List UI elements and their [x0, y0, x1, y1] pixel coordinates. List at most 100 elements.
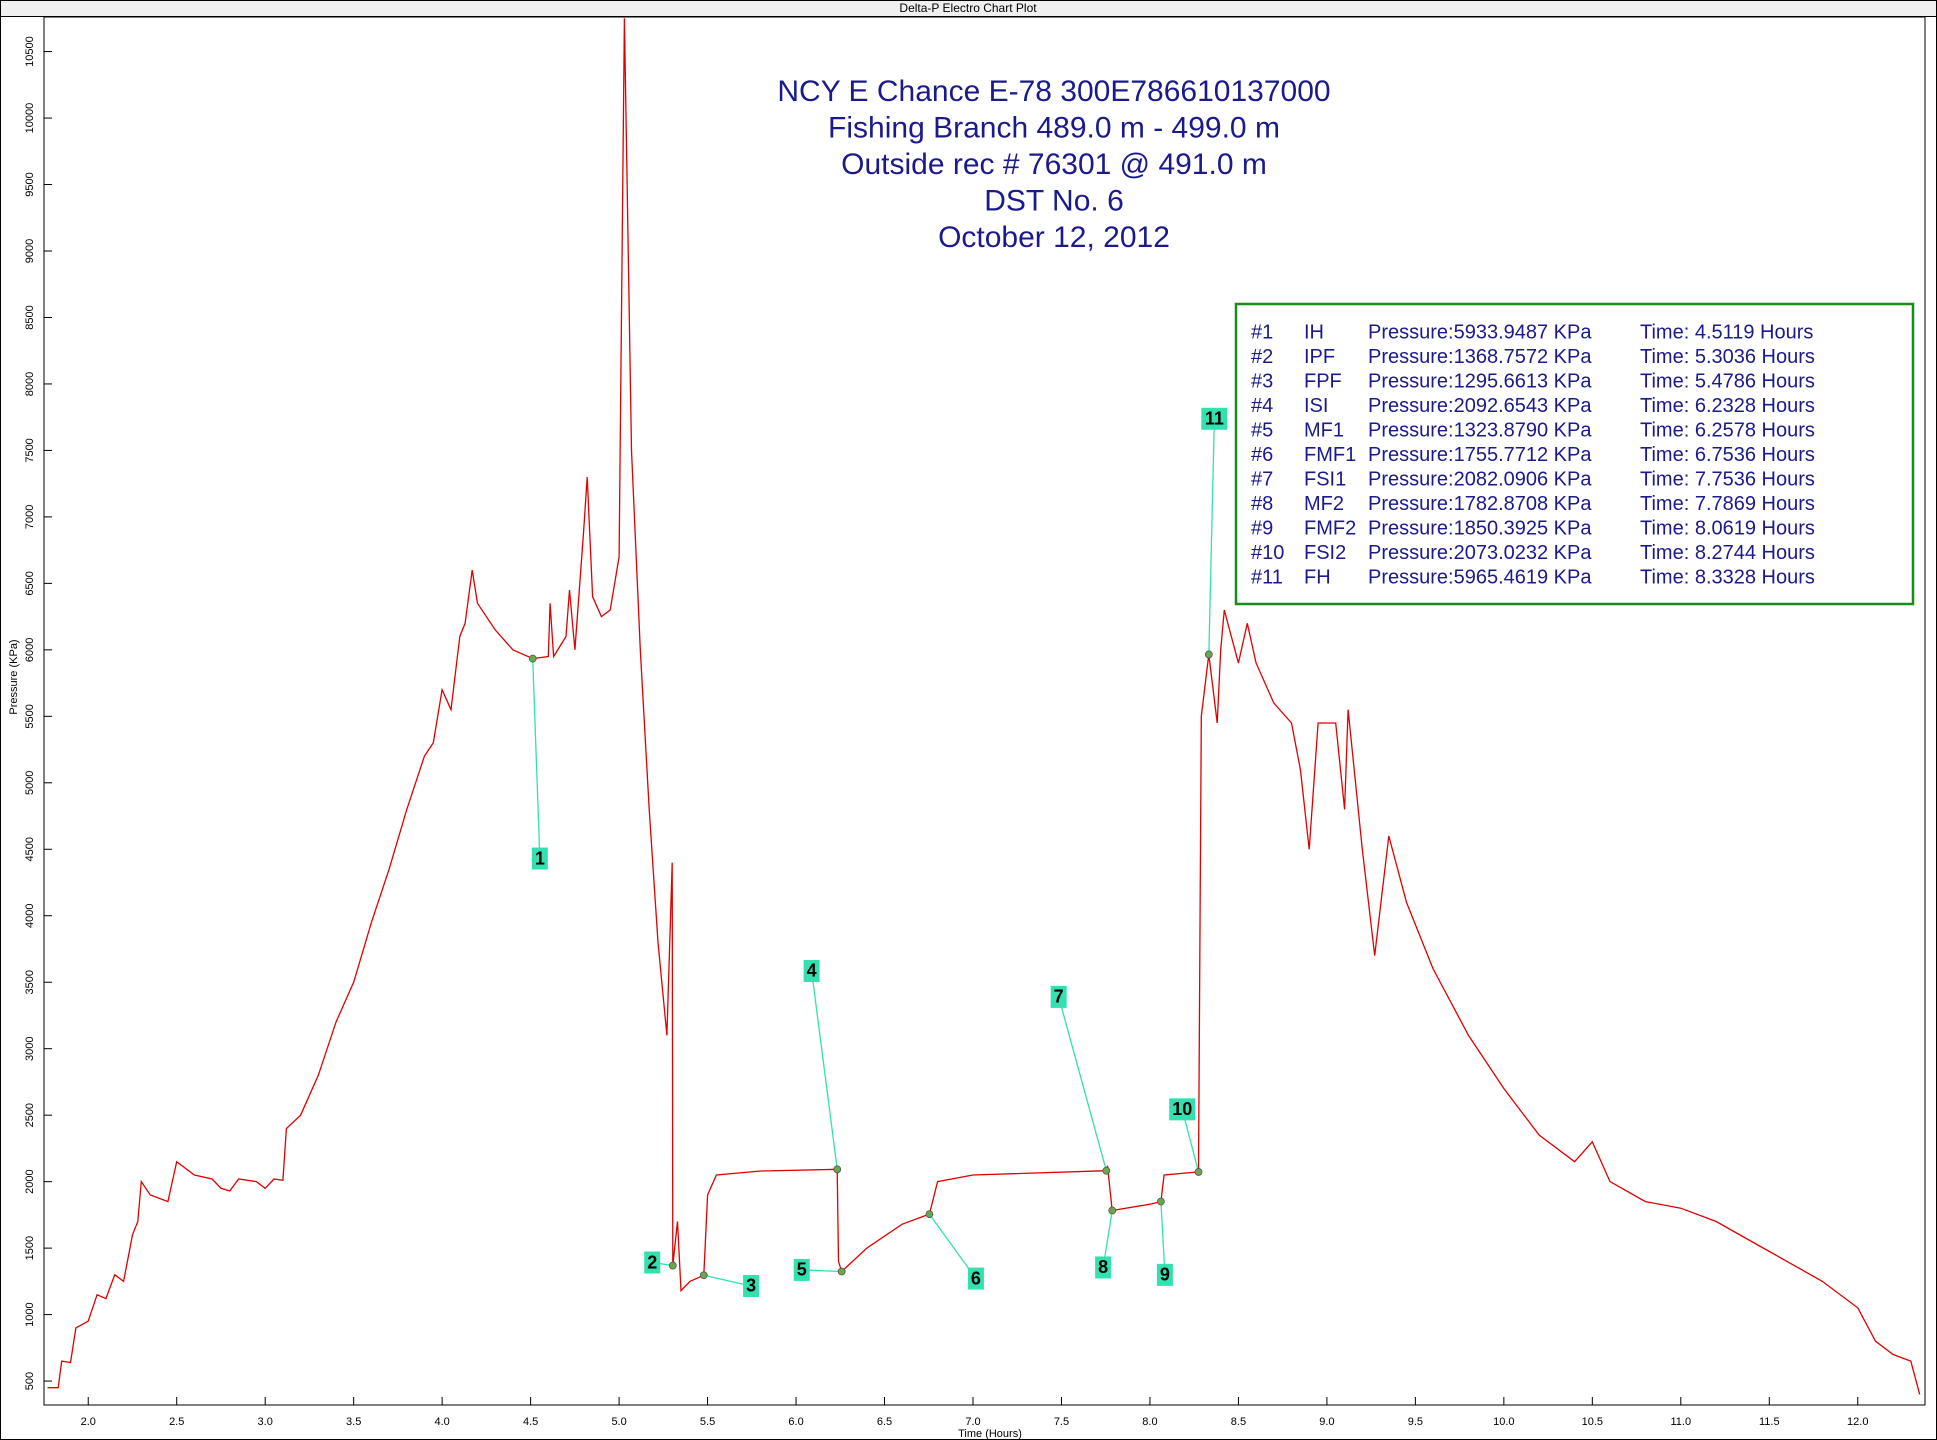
event-label: 7 — [1054, 987, 1064, 1007]
y-tick-label: 6000 — [24, 638, 36, 662]
y-tick-label: 10000 — [24, 103, 36, 134]
y-tick-label: 2000 — [24, 1169, 36, 1193]
legend-pressure: Pressure:2082.0906 KPa — [1368, 468, 1592, 490]
legend-number: #7 — [1251, 468, 1273, 490]
legend-time: Time: 6.7536 Hours — [1640, 444, 1815, 466]
x-tick-label: 10.0 — [1493, 1416, 1514, 1428]
chart-title-line: NCY E Chance E-78 300E786610137000 — [777, 75, 1330, 108]
y-tick-label: 5500 — [24, 704, 36, 728]
legend-pressure: Pressure:5965.4619 KPa — [1368, 566, 1592, 588]
legend-number: #6 — [1251, 444, 1273, 466]
event-label-box — [967, 1267, 984, 1290]
event-label: 2 — [647, 1252, 657, 1272]
event-label-box — [803, 959, 820, 982]
y-tick-label: 7500 — [24, 438, 36, 462]
legend-pressure: Pressure:1323.8790 KPa — [1368, 419, 1592, 441]
leader-line — [1058, 996, 1107, 1171]
legend-time: Time: 6.2328 Hours — [1640, 395, 1815, 417]
legend-code: ISI — [1304, 395, 1328, 417]
x-tick-label: 2.5 — [169, 1416, 184, 1428]
y-tick-label: 3500 — [24, 970, 36, 994]
x-tick-label: 9.5 — [1408, 1416, 1423, 1428]
chart-title-line: DST No. 6 — [984, 184, 1124, 217]
event-label: 1 — [535, 848, 545, 868]
event-label: 3 — [746, 1276, 756, 1296]
y-tick-label: 10500 — [24, 36, 36, 67]
legend-code: FSI1 — [1304, 468, 1346, 490]
event-label-box — [531, 847, 548, 870]
y-tick-label: 4000 — [24, 904, 36, 928]
legend-time: Time: 4.5119 Hours — [1640, 321, 1813, 343]
legend-number: #2 — [1251, 346, 1273, 368]
y-tick-label: 8000 — [24, 372, 36, 396]
legend-number: #1 — [1251, 321, 1273, 343]
leader-line — [1160, 1201, 1166, 1275]
event-label: 10 — [1172, 1099, 1192, 1119]
event-label: 6 — [971, 1268, 981, 1288]
y-tick-label: 1000 — [24, 1302, 36, 1326]
legend-number: #5 — [1251, 419, 1273, 441]
event-marker — [837, 1267, 846, 1276]
event-label: 11 — [1205, 409, 1224, 429]
legend-pressure: Pressure:1782.8708 KPa — [1368, 493, 1592, 515]
legend-number: #11 — [1251, 566, 1283, 588]
leader-line — [1208, 418, 1215, 655]
legend-code: MF2 — [1304, 493, 1344, 515]
chart-title-line: October 12, 2012 — [938, 221, 1170, 254]
x-tick-label: 7.0 — [965, 1416, 980, 1428]
event-label-box — [743, 1274, 760, 1297]
leader-line — [532, 658, 541, 859]
x-tick-label: 4.5 — [523, 1416, 538, 1428]
x-tick-label: 12.0 — [1847, 1416, 1868, 1428]
legend-time: Time: 8.3328 Hours — [1640, 566, 1815, 588]
window-title: Delta-P Electro Chart Plot — [899, 1, 1037, 15]
event-label-box — [644, 1251, 661, 1274]
y-tick-label: 8500 — [24, 305, 36, 329]
event-marker — [1204, 650, 1213, 659]
event-marker — [925, 1210, 934, 1219]
legend-time: Time: 7.7536 Hours — [1640, 468, 1815, 490]
x-axis-label: Time (Hours) — [958, 1428, 1022, 1440]
event-label-box — [793, 1258, 810, 1281]
event-label-box — [1095, 1256, 1112, 1279]
y-tick-label: 5000 — [24, 771, 36, 795]
x-tick-label: 11.5 — [1759, 1416, 1780, 1428]
legend-pressure: Pressure:2092.6543 KPa — [1368, 395, 1592, 417]
event-label: 8 — [1098, 1257, 1108, 1277]
x-tick-label: 2.0 — [81, 1416, 96, 1428]
event-marker — [1194, 1168, 1203, 1176]
legend-number: #4 — [1251, 395, 1273, 417]
legend-code: FMF2 — [1304, 517, 1356, 539]
y-tick-label: 2500 — [24, 1103, 36, 1127]
legend-pressure: Pressure:1755.7712 KPa — [1368, 444, 1592, 466]
x-tick-label: 5.0 — [611, 1416, 626, 1428]
event-label-box — [1156, 1263, 1173, 1286]
legend-code: FMF1 — [1304, 444, 1356, 466]
pressure-line — [47, 18, 1921, 1395]
legend-number: #8 — [1251, 493, 1273, 515]
x-tick-label: 8.5 — [1231, 1416, 1246, 1428]
x-tick-label: 11.0 — [1671, 1416, 1692, 1428]
chart-title-line: Outside rec # 76301 @ 491.0 m — [841, 148, 1267, 181]
x-tick-label: 4.0 — [434, 1416, 449, 1428]
event-legend-box — [1234, 302, 1915, 606]
y-tick-label: 9000 — [24, 239, 36, 263]
plot-area — [43, 16, 1926, 1406]
event-label-box — [1050, 985, 1067, 1008]
legend-pressure: Pressure:1368.7572 KPa — [1368, 346, 1592, 368]
event-marker — [528, 654, 537, 663]
y-tick-label: 7000 — [24, 505, 36, 529]
legend-pressure: Pressure:1295.6613 KPa — [1368, 370, 1592, 392]
x-tick-label: 8.0 — [1142, 1416, 1157, 1428]
legend-time: Time: 5.3036 Hours — [1640, 346, 1815, 368]
event-marker — [1108, 1206, 1117, 1215]
event-label: 4 — [807, 961, 817, 981]
x-tick-label: 9.0 — [1319, 1416, 1334, 1428]
legend-time: Time: 8.2744 Hours — [1640, 542, 1815, 564]
x-tick-label: 3.0 — [258, 1416, 273, 1428]
legend-time: Time: 5.4786 Hours — [1640, 370, 1815, 392]
x-tick-label: 5.5 — [700, 1416, 715, 1428]
x-tick-label: 6.5 — [877, 1416, 892, 1428]
legend-pressure: Pressure:2073.0232 KPa — [1368, 542, 1592, 564]
